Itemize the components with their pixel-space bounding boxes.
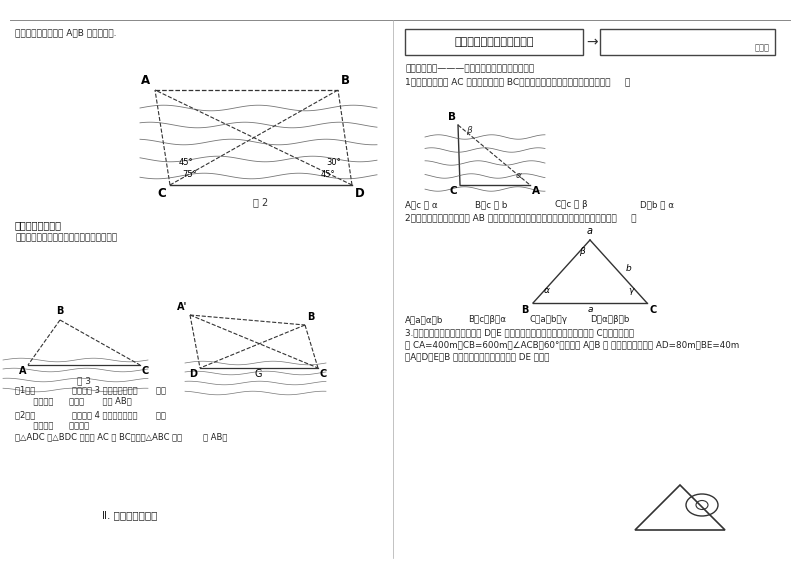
Text: B: B xyxy=(522,305,529,315)
Text: a: a xyxy=(587,226,593,236)
Text: Ⅱ. 我的知识网络图: Ⅱ. 我的知识网络图 xyxy=(102,510,158,520)
Text: β: β xyxy=(466,126,472,135)
Text: D: D xyxy=(189,369,197,379)
Text: A、a、α、b: A、a、α、b xyxy=(405,315,443,324)
Text: b: b xyxy=(626,264,632,273)
Text: B: B xyxy=(341,74,350,87)
Text: B、c、β、α: B、c、β、α xyxy=(468,315,506,324)
Text: B: B xyxy=(448,112,456,122)
Text: 【规律方法总结】: 【规律方法总结】 xyxy=(15,220,62,230)
Text: B: B xyxy=(56,306,64,316)
Text: 测量有关距离问题的应用题可分以下两类：: 测量有关距离问题的应用题可分以下两类： xyxy=(15,233,117,242)
Text: （1）当              时，如图 3 所示，选取基线       测出: （1）当 时，如图 3 所示，选取基线 测出 xyxy=(15,385,166,394)
Text: 得 CA=400m，CB=600m，∠ACB＝60°，又测得 A、B 两 点到隧道口的距离 AD=80m，BE=40m: 得 CA=400m，CB=600m，∠ACB＝60°，又测得 A、B 两 点到隧… xyxy=(405,340,739,349)
Text: C: C xyxy=(320,369,327,379)
Text: 的度数及      的长，       可求 AB。: 的度数及 的长， 可求 AB。 xyxy=(15,396,132,405)
Text: 在△ADC 和△BDC 中求出 AC 和 BC，再在△ABC 中由        求 AB。: 在△ADC 和△BDC 中求出 AC 和 BC，再在△ABC 中由 求 AB。 xyxy=(15,432,227,441)
Text: 正弦定理、余弦定理的应用: 正弦定理、余弦定理的应用 xyxy=(454,37,534,47)
Text: A: A xyxy=(141,74,150,87)
Text: 75°: 75° xyxy=(182,170,198,179)
Text: G: G xyxy=(254,369,262,379)
Text: 训练案: 训练案 xyxy=(755,43,770,52)
Text: α: α xyxy=(516,171,522,180)
Text: β: β xyxy=(579,247,585,256)
Text: 45°: 45° xyxy=(178,158,194,167)
Text: 45°: 45° xyxy=(321,170,335,179)
Bar xyxy=(405,29,583,55)
Text: 图 3: 图 3 xyxy=(77,376,91,385)
Text: B、c 与 b: B、c 与 b xyxy=(475,200,507,209)
Text: C: C xyxy=(450,186,457,196)
Text: D、α、β、b: D、α、β、b xyxy=(590,315,630,324)
Text: 3.为了开凿隧道，要测量隧道上 D、E 间的距离。为此在山的一侧选取适当点 C，如下图，测: 3.为了开凿隧道，要测量隧道上 D、E 间的距离。为此在山的一侧选取适当点 C，… xyxy=(405,328,634,337)
Text: C: C xyxy=(650,305,658,315)
Text: C: C xyxy=(142,366,150,376)
Text: a: a xyxy=(587,305,593,314)
Text: A、c 与 α: A、c 与 α xyxy=(405,200,438,209)
Text: 30°: 30° xyxy=(326,158,342,167)
Text: （A、D、E、B 在一条直线上），计算隧道 DE 的长。: （A、D、E、B 在一条直线上），计算隧道 DE 的长。 xyxy=(405,352,550,361)
Bar xyxy=(600,29,775,55)
Text: 一、基础巩固———把简单的事做好就叫不简单！: 一、基础巩固———把简单的事做好就叫不简单！ xyxy=(405,64,534,73)
Text: D、b 与 α: D、b 与 α xyxy=(640,200,674,209)
Text: D: D xyxy=(355,187,365,200)
Text: C: C xyxy=(158,187,166,200)
Text: A: A xyxy=(532,186,540,196)
Text: 2．如图，为了测量隧道口 AB 的长度，给定下列四组数据，测量时最适合用的数据（     ）: 2．如图，为了测量隧道口 AB 的长度，给定下列四组数据，测量时最适合用的数据（… xyxy=(405,213,637,222)
Text: C、c 与 β: C、c 与 β xyxy=(555,200,588,209)
Text: A': A' xyxy=(177,302,187,312)
Text: 一平面内，求两目标 A、B 之间的距离.: 一平面内，求两目标 A、B 之间的距离. xyxy=(15,28,117,37)
Text: α: α xyxy=(544,286,550,295)
Text: 图 2: 图 2 xyxy=(254,197,269,207)
Text: A: A xyxy=(18,366,26,376)
Text: 的度数及      的长，由: 的度数及 的长，由 xyxy=(15,421,89,430)
Text: 1．如图，在河岸 AC 处测量河的宽度 BC，测量到下列四组数据，较近宜的是（     ）: 1．如图，在河岸 AC 处测量河的宽度 BC，测量到下列四组数据，较近宜的是（ … xyxy=(405,77,630,86)
Text: B: B xyxy=(307,312,314,322)
Text: C、a、b、γ: C、a、b、γ xyxy=(530,315,568,324)
Text: γ: γ xyxy=(628,286,634,295)
Text: （2）当              时，如图 4 所示，选取基线       测出: （2）当 时，如图 4 所示，选取基线 测出 xyxy=(15,410,166,419)
Text: →: → xyxy=(586,35,598,49)
